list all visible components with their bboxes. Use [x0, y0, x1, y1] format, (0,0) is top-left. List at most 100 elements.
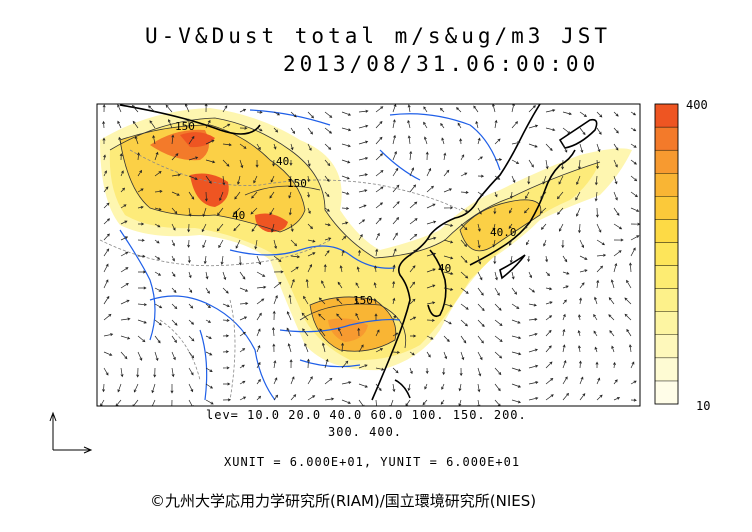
- wind-arrow: [407, 383, 411, 392]
- wind-arrow: [477, 303, 485, 312]
- wind-arrow: [375, 248, 379, 257]
- wind-arrow: [426, 220, 437, 225]
- wind-arrow: [409, 281, 416, 289]
- wind-arrow: [131, 104, 139, 113]
- wind-arrow: [460, 223, 468, 231]
- wind-arrow: [494, 287, 500, 296]
- wind-arrow: [425, 151, 429, 161]
- wind-arrow: [289, 359, 293, 369]
- wind-arrow: [409, 351, 415, 356]
- wind-arrow: [137, 303, 148, 307]
- wind-arrow: [233, 223, 241, 232]
- wind-arrow: [273, 295, 278, 305]
- wind-arrow: [117, 104, 122, 113]
- wind-arrow: [511, 104, 515, 113]
- wind-arrow: [630, 159, 637, 165]
- wind-arrow: [222, 287, 229, 294]
- wind-arrow: [542, 175, 547, 185]
- wind-arrow: [443, 319, 452, 325]
- wind-arrow: [493, 207, 497, 215]
- colorbar-swatch: [654, 265, 679, 289]
- wind-arrow: [494, 383, 501, 392]
- wind-arrow: [562, 285, 569, 289]
- wind-arrow: [358, 344, 364, 353]
- colorbar-swatch: [654, 357, 679, 382]
- wind-arrow: [439, 107, 445, 113]
- wind-arrow: [171, 271, 176, 277]
- wind-arrow: [458, 399, 462, 406]
- wind-arrow: [511, 303, 520, 309]
- wind-arrow: [460, 239, 468, 248]
- wind-vectors: [100, 104, 640, 406]
- rivers: [119, 109, 501, 401]
- wind-arrow: [596, 127, 602, 135]
- wind-arrow: [578, 360, 582, 369]
- wind-arrow: [511, 319, 521, 324]
- wind-arrow: [579, 393, 586, 401]
- wind-arrow: [443, 152, 447, 161]
- wind-arrow: [272, 310, 276, 321]
- wind-arrow: [443, 303, 453, 308]
- wind-arrow: [272, 343, 276, 353]
- wind-arrow: [222, 398, 232, 402]
- wind-arrow: [303, 295, 309, 305]
- wind-arrow: [624, 313, 632, 321]
- wind-arrow: [595, 361, 599, 369]
- wind-arrow: [494, 271, 498, 281]
- wind-arrow: [358, 173, 368, 177]
- wind-arrow: [540, 191, 547, 199]
- wind-arrow: [102, 120, 106, 129]
- wind-arrow: [460, 207, 469, 213]
- wind-arrow: [426, 185, 434, 193]
- wind-arrow: [407, 104, 411, 113]
- wind-arrow: [171, 399, 173, 406]
- wind-arrow: [253, 175, 258, 184]
- wind-arrow: [137, 222, 145, 226]
- wind-arrow: [477, 255, 482, 265]
- wind-arrow: [154, 207, 162, 211]
- wind-arrow: [562, 392, 569, 401]
- wind-arrow: [324, 127, 333, 134]
- wind-arrow: [545, 271, 551, 277]
- wind-arrow: [508, 223, 513, 229]
- wind-arrow: [630, 222, 640, 226]
- wind-arrow: [392, 167, 399, 177]
- wind-arrow: [375, 202, 384, 209]
- wind-arrow: [307, 127, 313, 135]
- wind-arrow: [612, 361, 616, 369]
- wind-arrow: [494, 351, 503, 359]
- wind-arrow: [324, 207, 330, 212]
- wind-arrow: [286, 327, 292, 337]
- wind-arrow: [473, 105, 479, 113]
- wind-arrow: [188, 335, 195, 342]
- wind-arrow: [220, 255, 224, 265]
- wind-arrow: [579, 282, 585, 289]
- wind-arrow: [477, 351, 483, 361]
- contour-label: 40.0: [490, 226, 517, 239]
- wind-arrow: [477, 383, 481, 393]
- colorbar-swatch: [654, 311, 679, 335]
- copyright: ©九州大学応用力学研究所(RIAM)/国立環境研究所(NIES): [150, 492, 537, 510]
- wind-arrow: [341, 127, 352, 132]
- wind-arrow: [528, 287, 536, 293]
- wind-arrow: [392, 184, 400, 193]
- wind-arrow: [205, 175, 212, 184]
- wind-arrow: [319, 328, 326, 337]
- wind-arrow: [171, 207, 178, 215]
- wind-arrow: [375, 329, 380, 337]
- wind-arrow: [171, 134, 175, 145]
- wind-arrow: [137, 286, 147, 290]
- wind-arrow: [103, 313, 112, 321]
- wind-arrow: [460, 351, 465, 361]
- wind-arrow: [358, 189, 368, 193]
- wind-arrow: [611, 345, 615, 353]
- wind-arrow: [358, 234, 363, 241]
- wind-arrow: [307, 191, 310, 198]
- wind-arrow: [290, 255, 301, 259]
- wind-arrow: [171, 255, 175, 262]
- wind-arrow: [239, 126, 248, 130]
- wind-arrow: [409, 150, 413, 161]
- wind-arrow: [579, 143, 584, 154]
- wind-arrow: [205, 119, 211, 129]
- wind-arrow: [494, 399, 501, 406]
